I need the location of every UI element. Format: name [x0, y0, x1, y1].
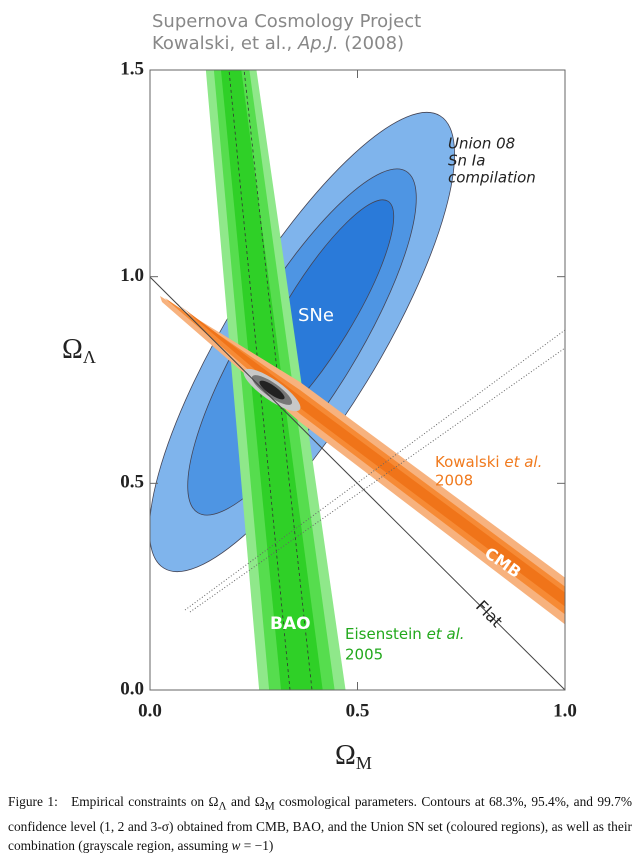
caption-text: = −1)	[240, 837, 274, 853]
annotation-text: Kowalski	[435, 453, 504, 471]
caption-text: M	[264, 800, 275, 813]
caption-text: Λ	[218, 800, 227, 813]
annotation: Union 08	[448, 135, 515, 153]
chart-subtitle: Kowalski, et al., Ap.J. (2008)	[152, 33, 404, 54]
annotation: Sn Ia	[448, 152, 485, 170]
annotation-text: et al.	[504, 453, 542, 471]
caption-text: Figure 1:	[8, 794, 58, 809]
annotation-text: et al.	[427, 625, 465, 643]
caption-text: Empirical constraints on Ω	[71, 794, 219, 809]
annotation: Eisenstein et al.	[345, 625, 465, 643]
caption: Figure 1: Empirical constraints on ΩΛ an…	[8, 792, 632, 855]
x-tick-label: 0.0	[138, 700, 162, 721]
annotation: Flat	[472, 597, 506, 631]
axis-label-text: Λ	[83, 347, 96, 367]
annotation: 2005	[345, 646, 383, 664]
subtitle-text: Ap.J.	[297, 33, 339, 54]
subtitle-text: (2008)	[338, 33, 404, 54]
x-axis-label: ΩM	[335, 740, 372, 773]
annotation: 2008	[435, 472, 473, 490]
annotation: SNe	[298, 305, 334, 326]
chart: Supernova Cosmology Project Kowalski, et…	[62, 11, 577, 773]
axis-label-text: M	[356, 753, 372, 773]
y-axis-label: ΩΛ	[62, 334, 96, 367]
annotation: BAO	[270, 614, 311, 634]
annotation-text: Eisenstein	[345, 625, 427, 643]
caption-text: cosmological parameters. Contours at 68.…	[8, 794, 633, 853]
caption-text: and Ω	[226, 794, 265, 809]
caption-text: w	[231, 837, 241, 853]
contours	[150, 70, 565, 690]
x-tick-label: 1.0	[553, 700, 577, 721]
x-tick-label: 0.5	[346, 700, 370, 721]
annotation: Kowalski et al.	[435, 453, 542, 471]
combined-contour	[259, 380, 285, 400]
subtitle-text: Kowalski, et al.,	[152, 33, 298, 54]
annotation: compilation	[448, 169, 536, 187]
bao-dash	[243, 70, 313, 690]
y-tick-label: 1.5	[120, 58, 144, 79]
axis-label-text: Ω	[335, 740, 356, 771]
y-tick-label: 1.0	[120, 265, 144, 286]
y-tick-label: 0.5	[120, 472, 144, 493]
chart-title: Supernova Cosmology Project	[152, 11, 421, 32]
axis-label-text: Ω	[62, 334, 83, 365]
y-tick-label: 0.0	[120, 678, 144, 699]
dotted-line	[184, 329, 565, 611]
cmb-contour	[175, 302, 565, 607]
